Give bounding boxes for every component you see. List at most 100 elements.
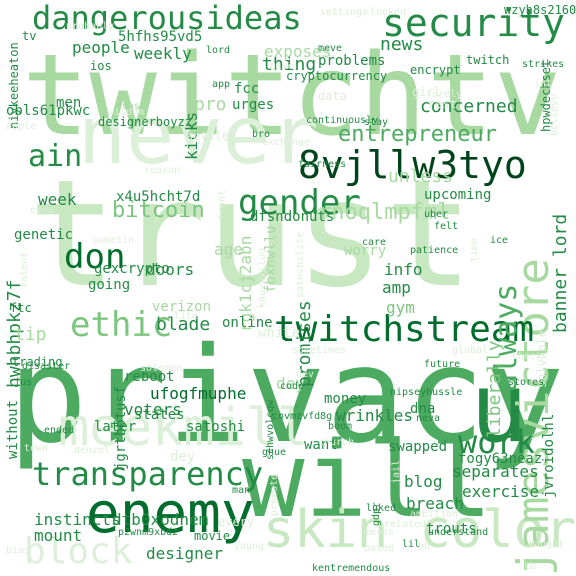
word-stay: stay <box>364 117 389 128</box>
word-wrinkles: wrinkles <box>336 406 414 425</box>
word-probably: probably <box>66 21 115 32</box>
word-strikes: strikes <box>522 59 565 70</box>
word-ended: ended <box>44 425 75 436</box>
word-liberally: liberally <box>484 340 505 438</box>
word-unless: unless <box>388 166 454 187</box>
word-lord: lord <box>206 45 231 56</box>
word-dev: dev <box>296 369 315 380</box>
word-bro: bro <box>252 129 271 140</box>
word-don: don <box>64 237 126 277</box>
word-exchange: exchange <box>262 137 311 148</box>
word-looked: looked <box>370 7 407 18</box>
word-security: security <box>382 1 566 45</box>
word-ambition: ambition <box>410 509 459 520</box>
word-kentremendous: kentremendous <box>312 563 391 574</box>
word-young: young <box>234 541 265 552</box>
word-bitcoin: bitcoin <box>112 198 205 223</box>
word-work: work <box>458 423 536 461</box>
word-blade: blade <box>156 314 211 335</box>
word-denzel: denzel <box>74 445 111 456</box>
word-gexcrypto: gexcrypto <box>94 261 170 277</box>
word-gdpr: gdpr <box>371 501 382 526</box>
word-skin-color: skin color <box>263 500 576 560</box>
word-transparency: transparency <box>32 455 264 493</box>
word-stores: stores <box>508 377 545 388</box>
word-gym: gym <box>386 298 415 317</box>
word-code: code <box>280 381 305 392</box>
word-dey: dey <box>170 449 196 465</box>
word-global: global <box>452 345 489 356</box>
word-dfsndonuts: dfsndonuts <box>250 209 335 225</box>
word-news: news <box>380 34 424 55</box>
word-movie: movie <box>194 529 231 543</box>
word-fairness: fairness <box>298 159 347 170</box>
word-dangerousideas: dangerousideas <box>32 0 302 37</box>
word-encrypt: encrypt <box>410 63 461 77</box>
word-kb: kb <box>524 561 537 572</box>
word-week: week <box>38 190 77 209</box>
word-fcc: fcc <box>234 81 260 97</box>
word-patience: patience <box>410 245 459 256</box>
word-mount: mount <box>34 526 83 545</box>
word-time: time <box>469 237 480 262</box>
word-satoshi: satoshi <box>186 419 246 435</box>
word-every: every <box>218 515 255 529</box>
word-data: data <box>318 89 347 103</box>
word-x4u5hcht7d: x4u5hcht7d <box>116 189 201 205</box>
word-separates: separates <box>452 462 539 481</box>
word-ufogfmuphe: ufogfmuphe <box>150 384 247 403</box>
word-apple: apple <box>6 121 37 132</box>
word-ain: ain <box>28 139 83 174</box>
word-rnoqlmpfml: rnoqlmpfml <box>318 200 451 225</box>
word-enemy: enemy <box>86 481 255 546</box>
word-fogy63neaz: fogy63neaz <box>458 451 543 467</box>
word-online: online <box>222 315 273 331</box>
word-solomon: solomon <box>140 363 183 374</box>
word-ghue: ghue <box>262 447 287 458</box>
word-wzyh8s2160: wzyh8s2160 <box>504 3 576 17</box>
word-felt: felt <box>434 221 459 232</box>
word-blog: blog <box>404 472 443 491</box>
word-ios: ios <box>90 59 112 73</box>
word-trust: trust <box>28 148 474 320</box>
word-amp: amp <box>382 278 411 297</box>
word-settings: settings <box>320 7 369 18</box>
word-sometimes: sometimes <box>292 345 347 356</box>
word-jvroidolhl: jvroidolhl <box>541 413 557 498</box>
word-white: white <box>258 325 301 341</box>
word-lite: lite <box>174 311 199 322</box>
word-reboot: reboot <box>124 369 175 385</box>
word-going: going <box>88 277 131 293</box>
word-meve: meve <box>318 43 343 54</box>
word-talent: talent <box>19 251 30 288</box>
word-later: later <box>94 419 137 435</box>
word-dey: dey <box>276 374 305 393</box>
word-5hfhs95vd5: 5hfhs95vd5 <box>118 29 203 45</box>
word-privacy: privacy <box>8 319 565 473</box>
word-future: future <box>424 359 461 370</box>
word-covmzvfd8g: covmzvfd8g <box>272 411 333 422</box>
word-designer: designer <box>146 544 224 563</box>
word-money: money <box>324 391 367 407</box>
word-swapped: swapped <box>388 439 448 455</box>
word-understand: understand <box>428 527 489 538</box>
word-people: people <box>72 38 130 57</box>
word-exercise: exercise <box>462 482 540 501</box>
word-girl: girl <box>412 85 441 99</box>
word-age: age <box>214 240 243 259</box>
word-settles: settles <box>186 129 237 143</box>
word-knuynxiluo: knuynxiluo <box>257 247 268 308</box>
word-breach: breach <box>406 494 464 513</box>
word-promote: promote <box>269 473 280 516</box>
word-never: never <box>78 89 319 182</box>
word-voters: voters <box>124 400 182 419</box>
word-without: without <box>5 399 21 459</box>
word-urges: urges <box>232 97 275 113</box>
word-bias: bias <box>6 545 31 556</box>
word-rest: rest <box>428 97 457 111</box>
word-instincts: instincts <box>34 510 121 529</box>
word-dcase: dcase <box>116 101 147 112</box>
word-related: related <box>384 519 427 530</box>
word-verizon: verizon <box>152 299 212 315</box>
